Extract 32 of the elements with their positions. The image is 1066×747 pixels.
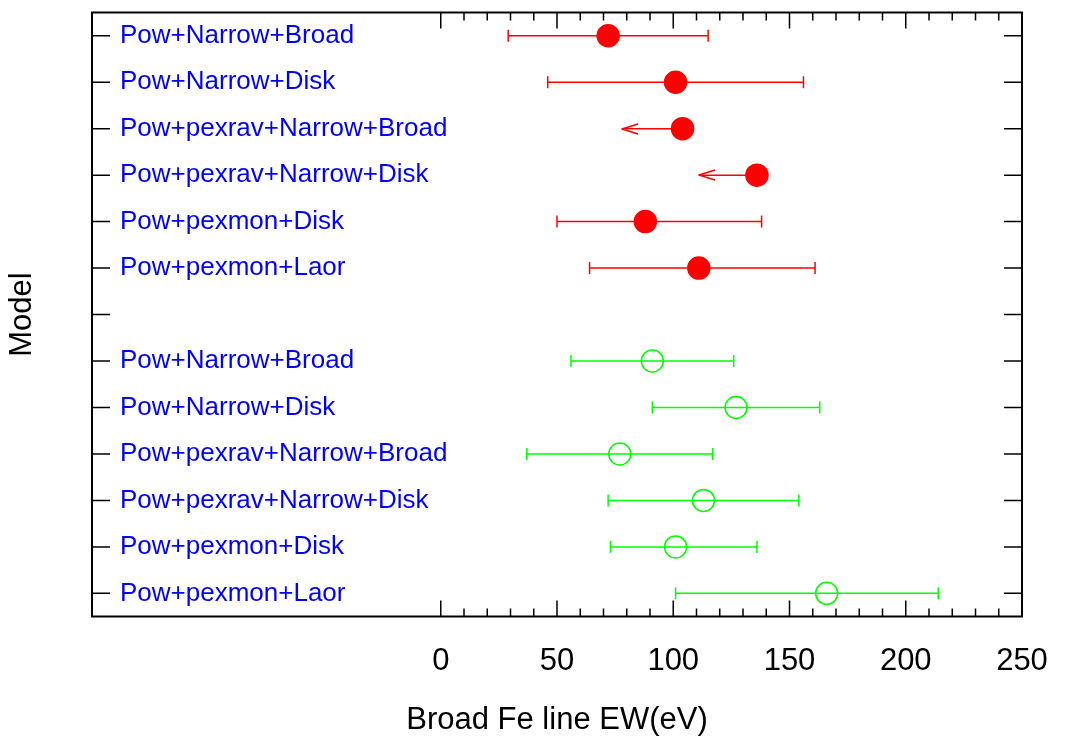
point [670,116,695,141]
y-tick-label: Pow+pexrav+Narrow+Disk [120,158,430,189]
point [640,349,665,373]
y-tick-label: Pow+pexrav+Narrow+Broad [120,437,448,468]
y-tick-label: Pow+pexmon+Laor [120,576,346,607]
y-tick-label: Pow+pexmon+Laor [120,251,346,282]
x-tick-label: 0 [432,641,450,677]
y-tick-label: Pow+pexmon+Disk [120,530,345,561]
y-tick-label: Pow+pexrav+Narrow+Disk [120,483,430,514]
y-tick-label: Pow+Narrow+Broad [120,18,355,49]
point [596,23,620,48]
y-tick-label: Pow+pexmon+Disk [120,204,345,235]
point [687,256,711,280]
point [633,209,658,234]
point [663,535,688,559]
point [814,581,839,606]
x-tick-label: 250 [996,641,1048,677]
y-tick-label: Pow+pexrav+Narrow+Broad [120,111,448,142]
point [724,395,748,420]
y-tick-label: Pow+Narrow+Broad [120,344,355,375]
x-tick-label: 100 [647,641,700,677]
point [745,163,769,187]
point [608,442,632,466]
x-axis-title: Broad Fe line EW(eV) [406,700,708,736]
y-tick-label: Pow+Narrow+Disk [120,65,337,96]
point [663,70,688,94]
x-tick-label: 50 [539,641,575,677]
y-axis-title: Model [3,272,39,357]
x-tick-label: 200 [879,641,932,677]
x-tick-label: 150 [763,641,816,677]
y-tick-label: Pow+Narrow+Disk [120,390,337,421]
point [691,488,716,513]
